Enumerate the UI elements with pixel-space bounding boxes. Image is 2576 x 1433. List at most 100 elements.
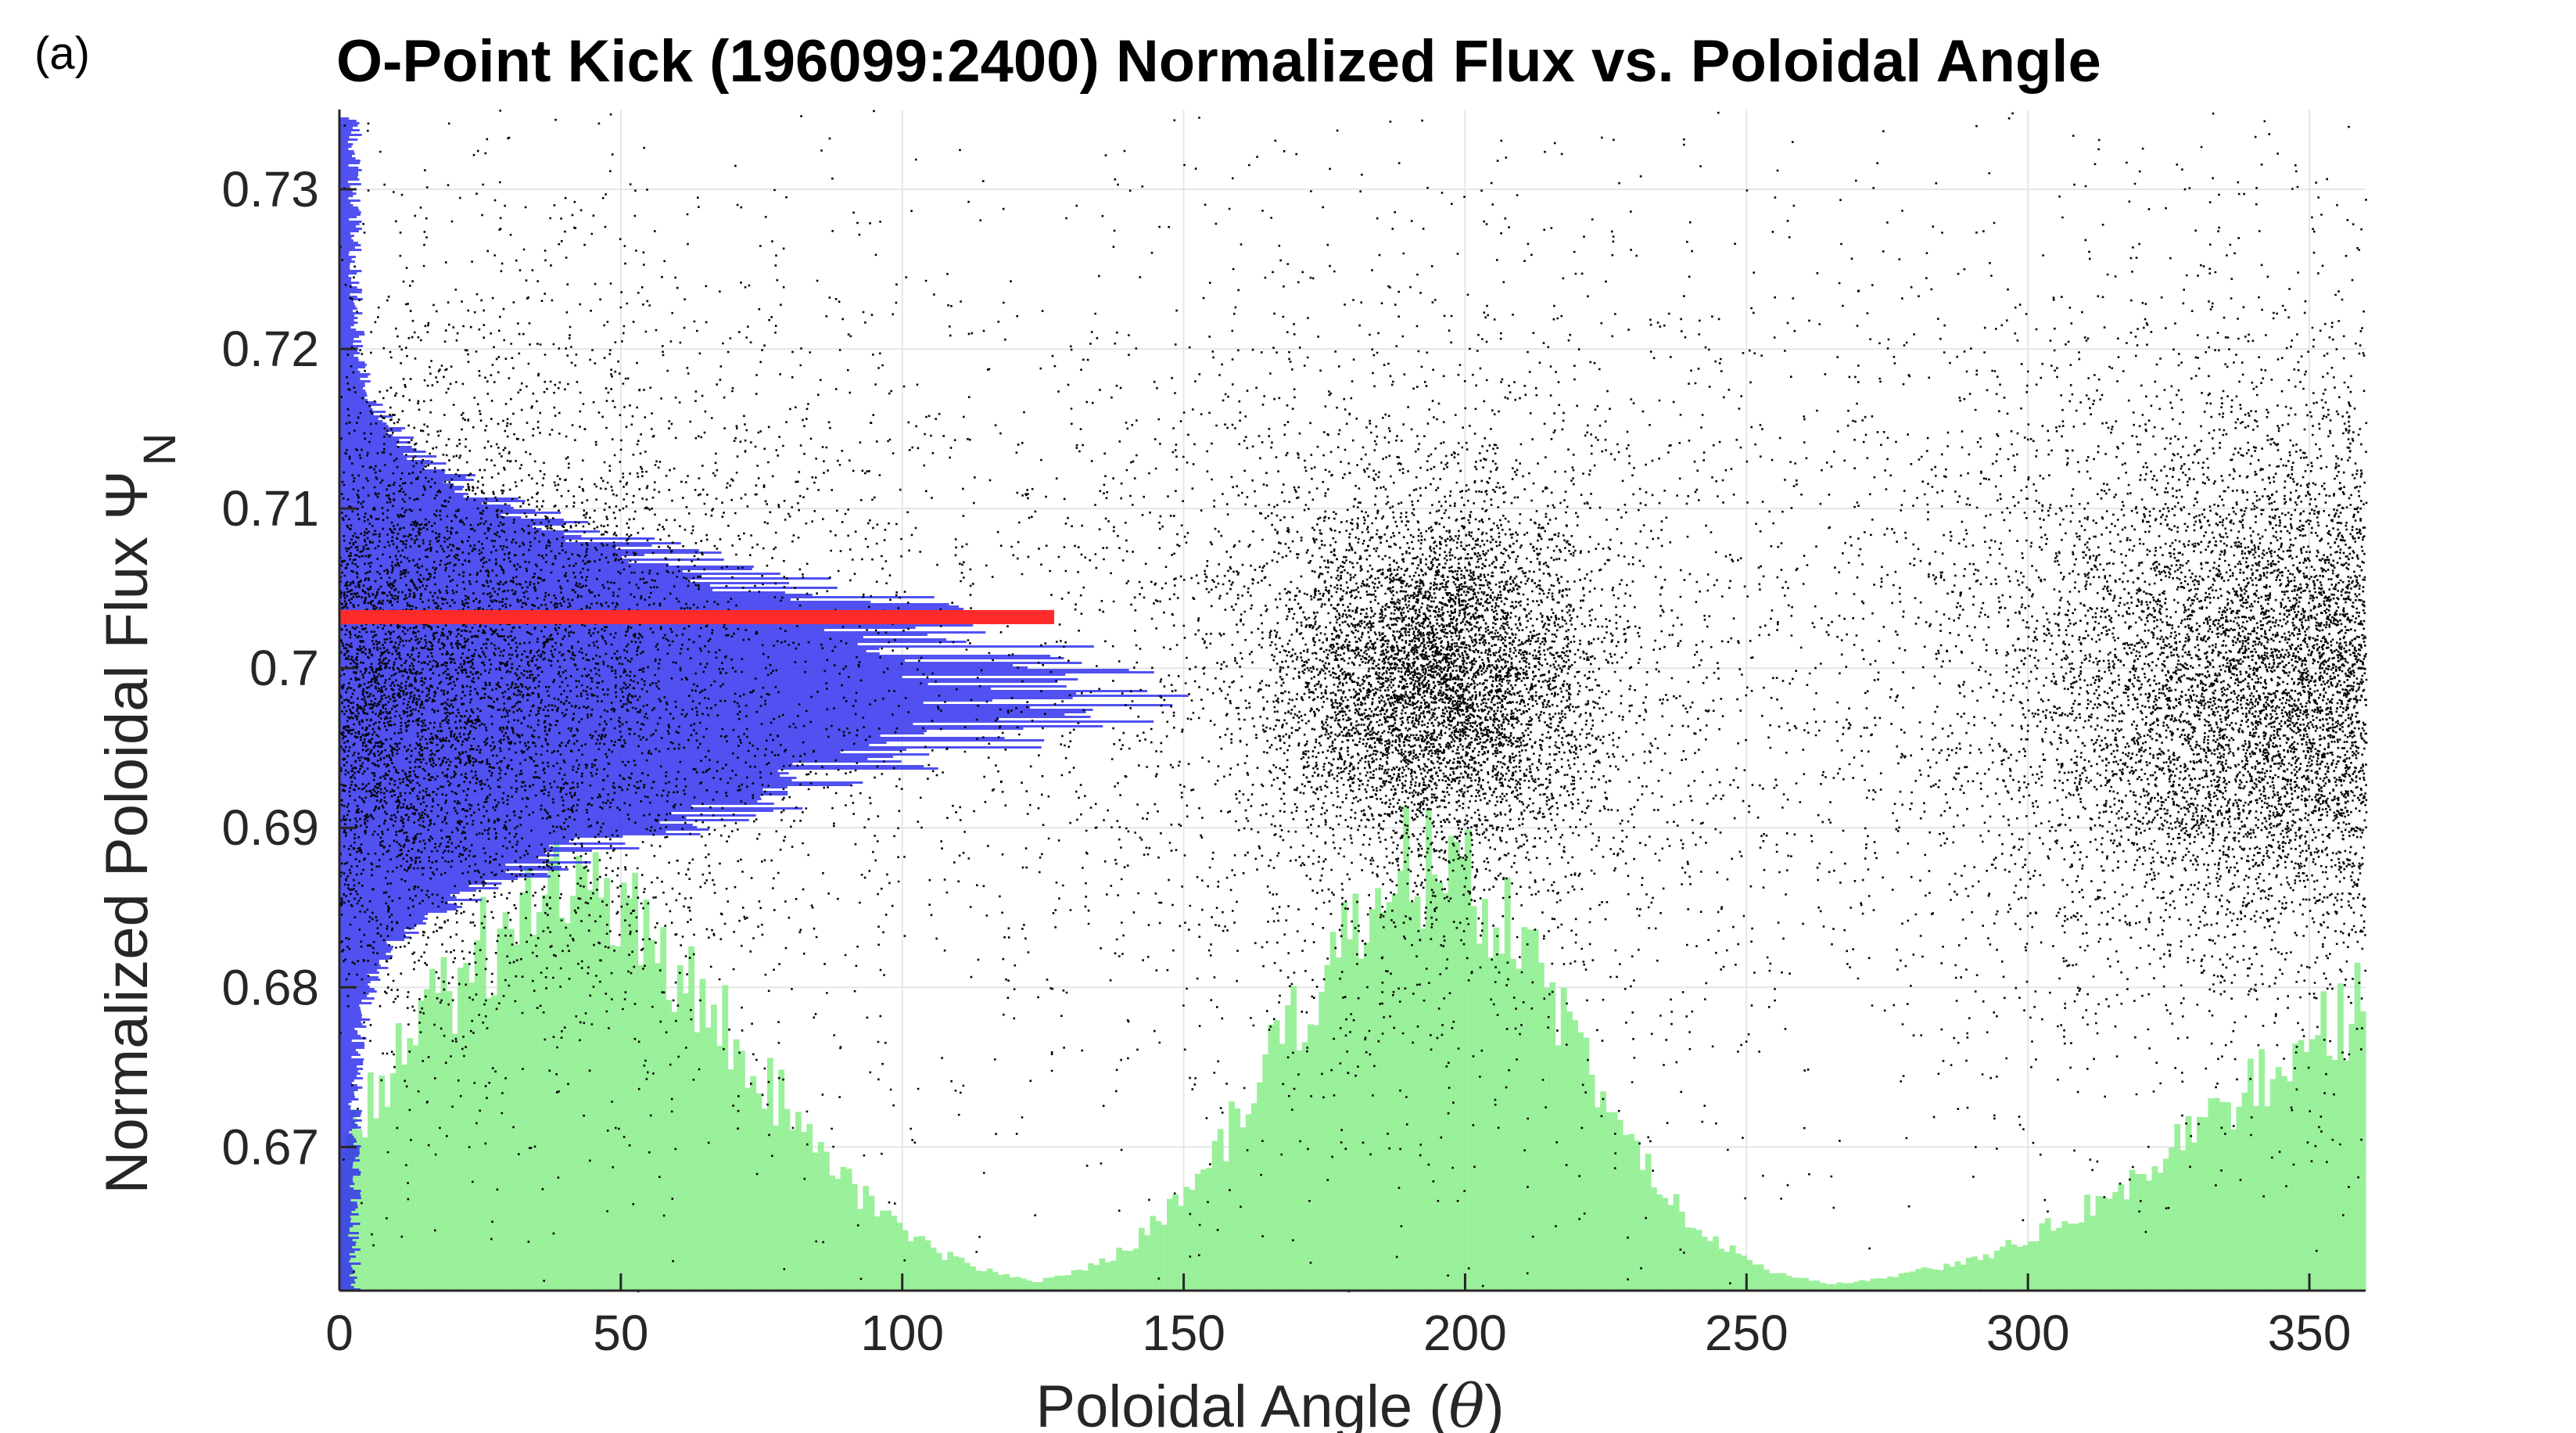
flux-histogram-bar <box>339 662 1082 664</box>
angle-histogram-bar <box>1600 1091 1606 1291</box>
angle-histogram-bar <box>2219 1101 2226 1291</box>
flux-histogram-bar <box>339 514 501 516</box>
angle-histogram-bar <box>727 1069 734 1291</box>
angle-histogram-bar <box>1448 835 1455 1291</box>
angle-histogram-bar <box>440 957 447 1291</box>
flux-histogram-bar <box>339 964 381 967</box>
flux-histogram-bar <box>339 145 352 148</box>
flux-histogram-bar <box>339 352 361 354</box>
flux-histogram-bar <box>339 831 666 833</box>
angle-histogram-bar <box>418 1000 425 1291</box>
angle-histogram-bar <box>2095 1196 2102 1291</box>
flux-histogram-bar <box>339 253 349 256</box>
flux-histogram-bar <box>339 1220 351 1223</box>
angle-histogram-bar <box>389 1073 396 1291</box>
flux-histogram-bar <box>339 997 375 1000</box>
flux-histogram-bar <box>339 319 354 321</box>
flux-histogram-bar <box>339 1225 353 1227</box>
angle-histogram-bar <box>863 1186 870 1291</box>
flux-histogram-bar <box>339 1037 367 1040</box>
flux-histogram-bar <box>339 643 858 645</box>
flux-histogram-bar <box>339 195 353 197</box>
flux-histogram-bar <box>339 835 623 838</box>
flux-histogram-bar <box>339 1155 359 1157</box>
flux-histogram-bar <box>339 458 407 460</box>
plot-area: 0 50 100 150 200 250 300 350 0.67 0.68 0.69 0.7 0.7… <box>221 110 2368 1361</box>
flux-histogram-bar <box>339 350 358 352</box>
angle-histogram-bar <box>1527 929 1534 1291</box>
angle-histogram-bar <box>401 1065 407 1291</box>
angle-histogram-bar <box>750 1076 757 1291</box>
flux-histogram-bar <box>339 629 825 631</box>
flux-histogram-bar <box>339 1018 371 1021</box>
angle-histogram-bar <box>1825 1284 1832 1291</box>
angle-histogram-bar <box>1206 1167 1213 1291</box>
flux-histogram-bar <box>339 1248 361 1251</box>
angle-histogram-bar <box>1797 1277 1803 1291</box>
angle-histogram-bar <box>1791 1277 1798 1291</box>
angle-histogram-bar <box>2298 1040 2305 1291</box>
angle-histogram-bar <box>1127 1251 1134 1291</box>
flux-histogram-bar <box>339 544 652 547</box>
angle-histogram-bar <box>1493 927 1500 1291</box>
flux-histogram-bar <box>339 969 378 971</box>
flux-histogram-bar <box>339 575 702 577</box>
angle-histogram-bar <box>1172 1194 1179 1291</box>
flux-histogram-bar <box>339 1063 364 1065</box>
angle-histogram-bar <box>795 1112 802 1291</box>
flux-histogram-bar <box>339 537 655 540</box>
angle-histogram-bar <box>1628 1133 1634 1291</box>
angle-histogram-bar <box>1504 877 1511 1291</box>
angle-histogram-bar <box>553 841 560 1291</box>
flux-histogram-bar <box>339 805 692 807</box>
flux-histogram-bar <box>339 709 1093 711</box>
angle-histogram-bar <box>2140 1174 2147 1291</box>
angle-histogram-bar <box>1634 1140 1641 1291</box>
flux-histogram-bar <box>339 596 935 598</box>
flux-histogram-bar <box>339 873 547 875</box>
flux-histogram-bar <box>339 732 924 734</box>
flux-histogram-bar <box>339 894 450 896</box>
angle-histogram-bar <box>1544 987 1551 1291</box>
angle-histogram-bar <box>1139 1227 1145 1291</box>
flux-histogram-bar <box>339 671 1154 673</box>
angle-histogram-bar <box>1048 1277 1055 1291</box>
angle-histogram-bar <box>1470 906 1477 1291</box>
flux-histogram-bar <box>339 366 366 368</box>
flux-histogram-bar <box>339 336 360 338</box>
flux-histogram-bar <box>339 453 404 455</box>
flux-histogram-bar <box>339 211 361 214</box>
flux-histogram-bar <box>339 1199 351 1201</box>
flux-histogram-bar <box>339 124 358 127</box>
angle-histogram-bar <box>1403 806 1410 1291</box>
flux-histogram-bar <box>339 1075 357 1077</box>
angle-histogram-bar <box>2123 1199 2130 1291</box>
angle-histogram-bar <box>468 982 475 1291</box>
flux-histogram-bar <box>339 296 357 298</box>
angle-histogram-bar <box>1943 1263 1950 1291</box>
angle-histogram-bar <box>1893 1277 1900 1291</box>
angle-histogram-bar <box>1521 927 1528 1291</box>
angle-histogram-bar <box>1088 1262 1095 1291</box>
angle-histogram-bar <box>643 900 650 1291</box>
angle-histogram-bar <box>2112 1191 2119 1291</box>
flux-histogram-bar <box>339 756 894 758</box>
angle-histogram-bar <box>981 1271 988 1291</box>
flux-histogram-bar <box>339 289 363 291</box>
flux-histogram-bar <box>339 753 930 756</box>
angle-histogram-bar <box>834 1179 841 1291</box>
angle-histogram-bar <box>1971 1256 1978 1291</box>
angle-histogram-bar <box>615 946 622 1291</box>
flux-histogram-bar <box>339 178 360 181</box>
flux-histogram-bar <box>339 1082 353 1084</box>
flux-histogram-bar <box>339 1267 353 1270</box>
angle-histogram-bar <box>2056 1227 2062 1291</box>
flux-histogram-bar <box>339 791 788 793</box>
flux-histogram-bar <box>339 734 881 737</box>
flux-histogram-bar <box>339 725 1103 727</box>
flux-histogram-bar <box>339 920 423 922</box>
angle-histogram-bar <box>1144 1235 1150 1291</box>
flux-histogram-bar <box>339 448 415 451</box>
angle-histogram-bar <box>1482 899 1488 1291</box>
flux-histogram-bar <box>339 1035 361 1037</box>
